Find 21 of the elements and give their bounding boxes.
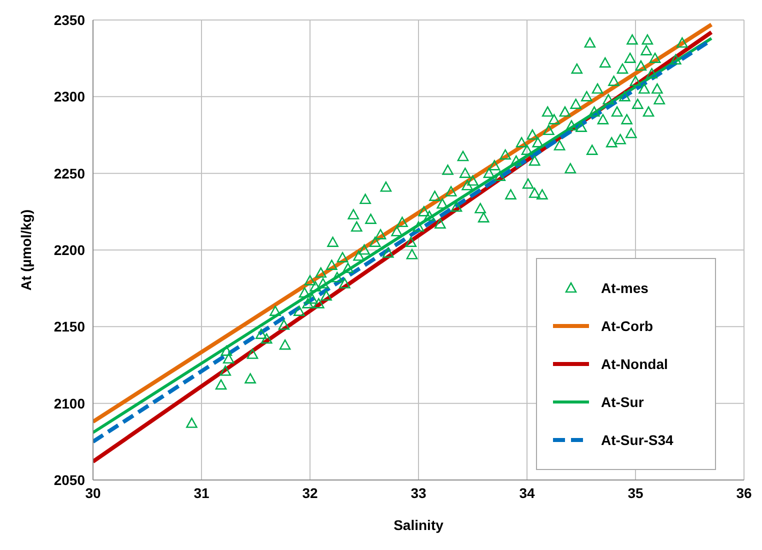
x-axis-title: Salinity (394, 517, 444, 533)
x-tick-label: 33 (410, 484, 426, 501)
legend-label: At-Sur (601, 394, 644, 410)
x-tick-label: 36 (736, 484, 752, 501)
y-tick-label: 2100 (54, 395, 86, 412)
legend-label: At-Corb (601, 318, 654, 334)
x-tick-label: 32 (302, 484, 318, 501)
y-tick-label: 2300 (54, 88, 86, 105)
x-tick-label: 30 (85, 484, 101, 501)
y-tick-label: 2200 (54, 242, 86, 258)
x-tick-label: 34 (519, 484, 535, 501)
legend-label: At-Sur-S34 (601, 432, 674, 448)
x-tick-label: 35 (628, 484, 644, 501)
y-tick-label: 2050 (54, 472, 86, 488)
x-tick-label: 31 (194, 484, 210, 501)
legend-label: At-mes (601, 280, 648, 296)
legend-label: At-Nondal (601, 356, 668, 372)
y-axis-title: At (µmol/kg) (18, 209, 34, 291)
y-tick-label: 2350 (54, 12, 86, 28)
y-tick-label: 2150 (54, 318, 86, 335)
y-tick-label: 2250 (54, 165, 86, 182)
